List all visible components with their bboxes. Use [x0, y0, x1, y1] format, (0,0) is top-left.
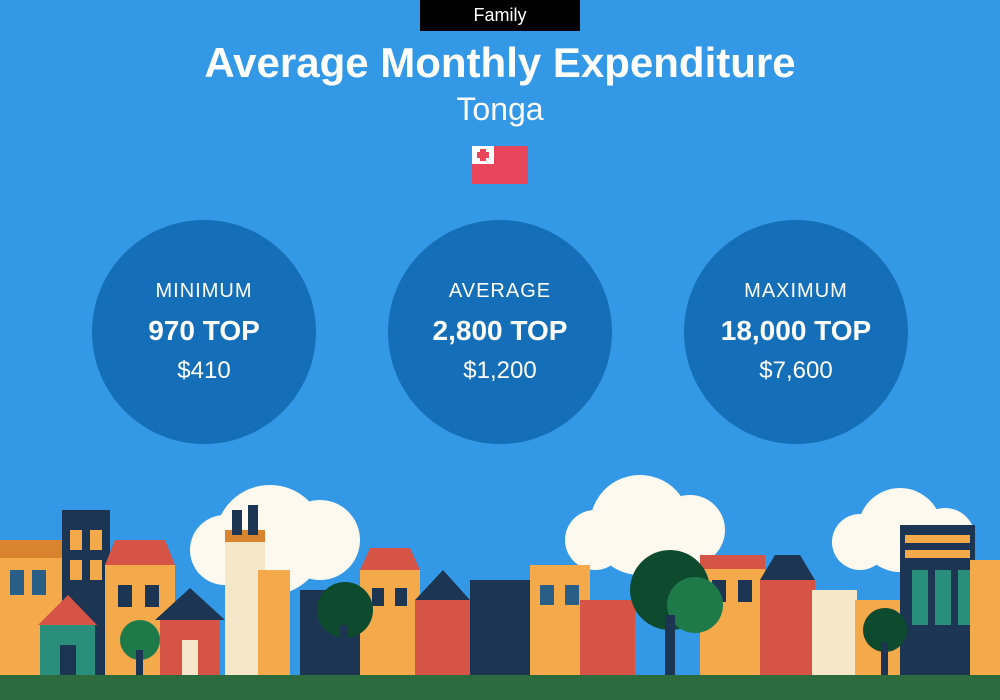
stat-maximum: MAXIMUM 18,000 TOP $7,600 [684, 220, 908, 444]
stat-value-usd: $410 [177, 357, 230, 385]
stat-value-local: 18,000 TOP [721, 315, 871, 347]
stat-value-local: 970 TOP [148, 315, 260, 347]
stat-value-usd: $7,600 [759, 357, 832, 385]
cityscape-illustration [0, 470, 1000, 700]
stat-minimum: MINIMUM 970 TOP $410 [92, 220, 316, 444]
flag-tonga [472, 146, 528, 184]
stat-label: AVERAGE [449, 280, 551, 303]
stats-row: MINIMUM 970 TOP $410 AVERAGE 2,800 TOP $… [0, 220, 1000, 444]
flag-canton [472, 146, 494, 164]
page-title: Average Monthly Expenditure [0, 39, 1000, 87]
flag-cross-h [477, 152, 489, 158]
category-tag: Family [420, 0, 580, 31]
stat-average: AVERAGE 2,800 TOP $1,200 [388, 220, 612, 444]
stat-label: MINIMUM [156, 280, 253, 303]
stat-value-usd: $1,200 [463, 357, 536, 385]
stat-label: MAXIMUM [744, 280, 848, 303]
country-name: Tonga [0, 91, 1000, 128]
stat-value-local: 2,800 TOP [433, 315, 568, 347]
